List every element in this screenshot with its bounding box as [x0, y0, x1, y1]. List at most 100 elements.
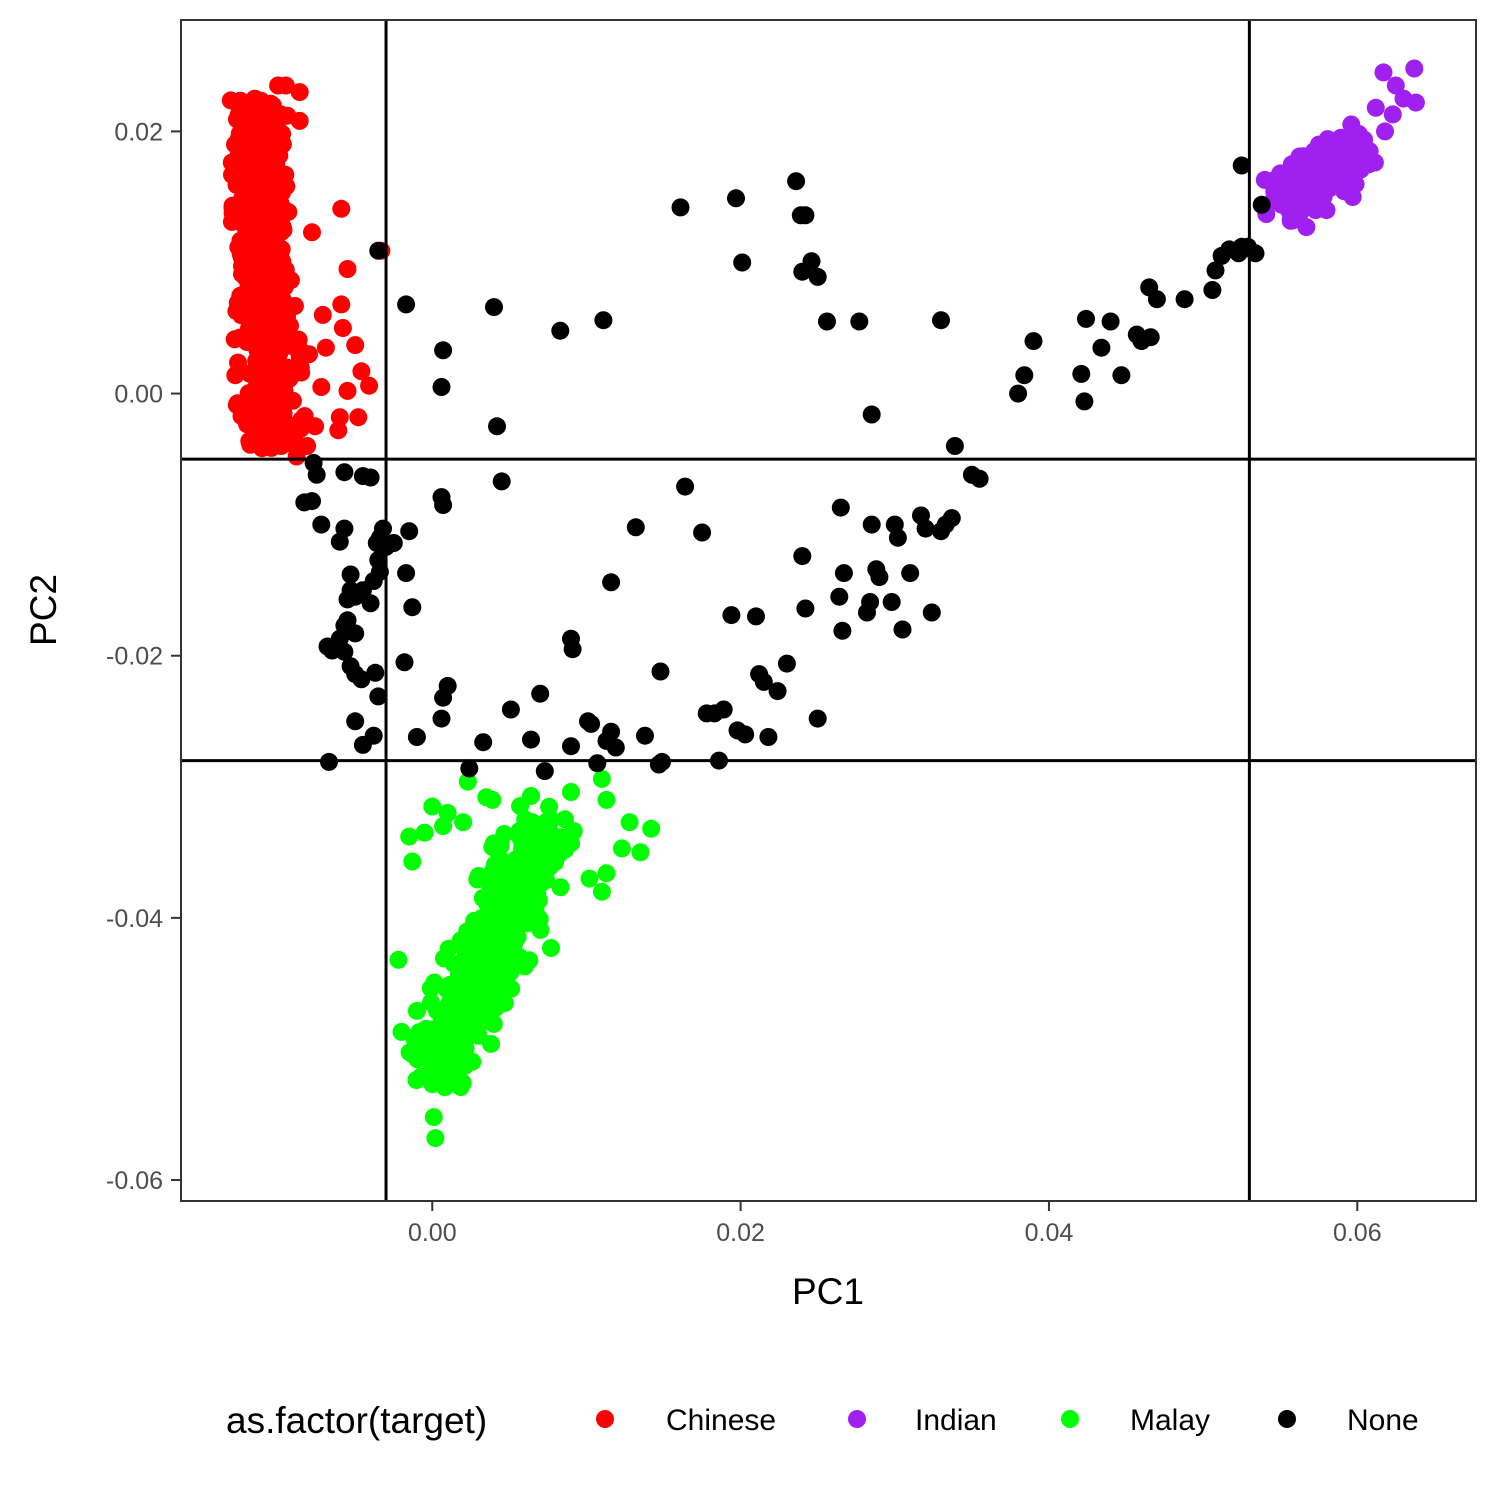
point-none [1101, 312, 1120, 331]
point-none [501, 700, 520, 719]
point-chinese [249, 285, 268, 304]
point-malay [540, 797, 559, 816]
point-none [582, 714, 601, 733]
point-none [1015, 366, 1034, 385]
point-malay [551, 878, 570, 897]
point-none [796, 206, 815, 225]
point-malay [515, 863, 534, 881]
point-indian [1306, 201, 1325, 220]
point-chinese [238, 415, 257, 434]
point-none [341, 565, 360, 584]
point-chinese [280, 422, 299, 441]
point-chinese [329, 421, 348, 440]
point-none [361, 594, 380, 613]
point-none [636, 726, 654, 745]
point-chinese [229, 353, 247, 372]
point-chinese [253, 437, 272, 455]
point-none [759, 728, 778, 746]
point-indian [1297, 218, 1316, 237]
point-indian [1332, 159, 1351, 178]
point-malay [597, 864, 616, 883]
x-tick-label: 0.00 [408, 1219, 457, 1247]
point-none [551, 321, 570, 340]
point-none [1072, 364, 1091, 383]
point-none [522, 730, 540, 749]
point-none [1024, 332, 1043, 351]
legend-label-none: None [1347, 1404, 1419, 1437]
y-tick-label: -0.06 [106, 1167, 163, 1195]
point-none [714, 700, 733, 719]
point-none [722, 606, 741, 625]
point-malay [454, 1007, 473, 1026]
point-malay [508, 908, 527, 927]
point-chinese [316, 338, 335, 357]
point-none [361, 468, 380, 487]
y-tick-label: -0.02 [106, 643, 163, 671]
point-none [861, 593, 880, 611]
point-chinese [312, 378, 331, 396]
point-indian [1386, 76, 1405, 95]
point-malay [407, 1001, 426, 1020]
reference-lines [181, 20, 1476, 1201]
point-indian [1343, 188, 1362, 206]
legend-key-indian [848, 1410, 866, 1428]
point-malay [523, 882, 542, 901]
legend-key-malay [1061, 1410, 1079, 1428]
point-none [808, 709, 827, 728]
point-none [901, 564, 920, 583]
point-malay [389, 950, 408, 969]
point-chinese [245, 382, 264, 401]
point-malay [631, 843, 650, 862]
point-none [736, 725, 755, 744]
point-malay [592, 882, 611, 901]
point-none [366, 663, 385, 682]
point-indian [1374, 63, 1393, 82]
point-none [400, 522, 419, 541]
point-none [369, 241, 388, 260]
point-malay [642, 819, 661, 838]
point-none [434, 688, 453, 707]
point-chinese [253, 189, 272, 208]
point-none [796, 599, 815, 618]
point-malay [438, 1046, 457, 1065]
point-none [1009, 384, 1028, 403]
point-none [693, 523, 712, 542]
x-tick-label: 0.04 [1025, 1219, 1074, 1247]
point-malay [458, 772, 477, 791]
point-chinese [338, 260, 357, 278]
y-tick-label: 0.02 [114, 118, 163, 146]
point-chinese [332, 295, 351, 314]
point-none [318, 637, 337, 656]
point-malay [497, 929, 516, 948]
point-indian [1360, 142, 1379, 161]
point-chinese [266, 254, 285, 273]
point-malay [459, 972, 478, 991]
legend-label-malay: Malay [1130, 1404, 1210, 1437]
point-malay [400, 827, 419, 846]
point-malay [483, 838, 502, 857]
point-none [602, 722, 621, 741]
point-none [384, 534, 403, 552]
point-chinese [292, 410, 311, 429]
point-none [474, 733, 493, 752]
series-indian [1255, 59, 1425, 237]
point-malay [439, 1025, 458, 1043]
point-malay [403, 852, 422, 871]
point-chinese [259, 170, 278, 189]
point-malay [562, 834, 580, 853]
point-none [485, 298, 503, 317]
y-axis-title: PC2 [23, 574, 64, 646]
legend-key-none [1278, 1410, 1296, 1428]
point-chinese [270, 361, 289, 380]
point-chinese [275, 278, 294, 296]
point-chinese [303, 223, 321, 242]
point-chinese [244, 107, 263, 126]
point-chinese [245, 318, 264, 336]
point-indian [1349, 125, 1368, 143]
x-axis: 0.00 0.02 0.04 0.06 [408, 1201, 1382, 1247]
series-none [295, 156, 1271, 781]
point-chinese [231, 170, 250, 189]
point-none [563, 640, 582, 659]
points-layer [221, 59, 1425, 1148]
point-none [626, 518, 645, 537]
